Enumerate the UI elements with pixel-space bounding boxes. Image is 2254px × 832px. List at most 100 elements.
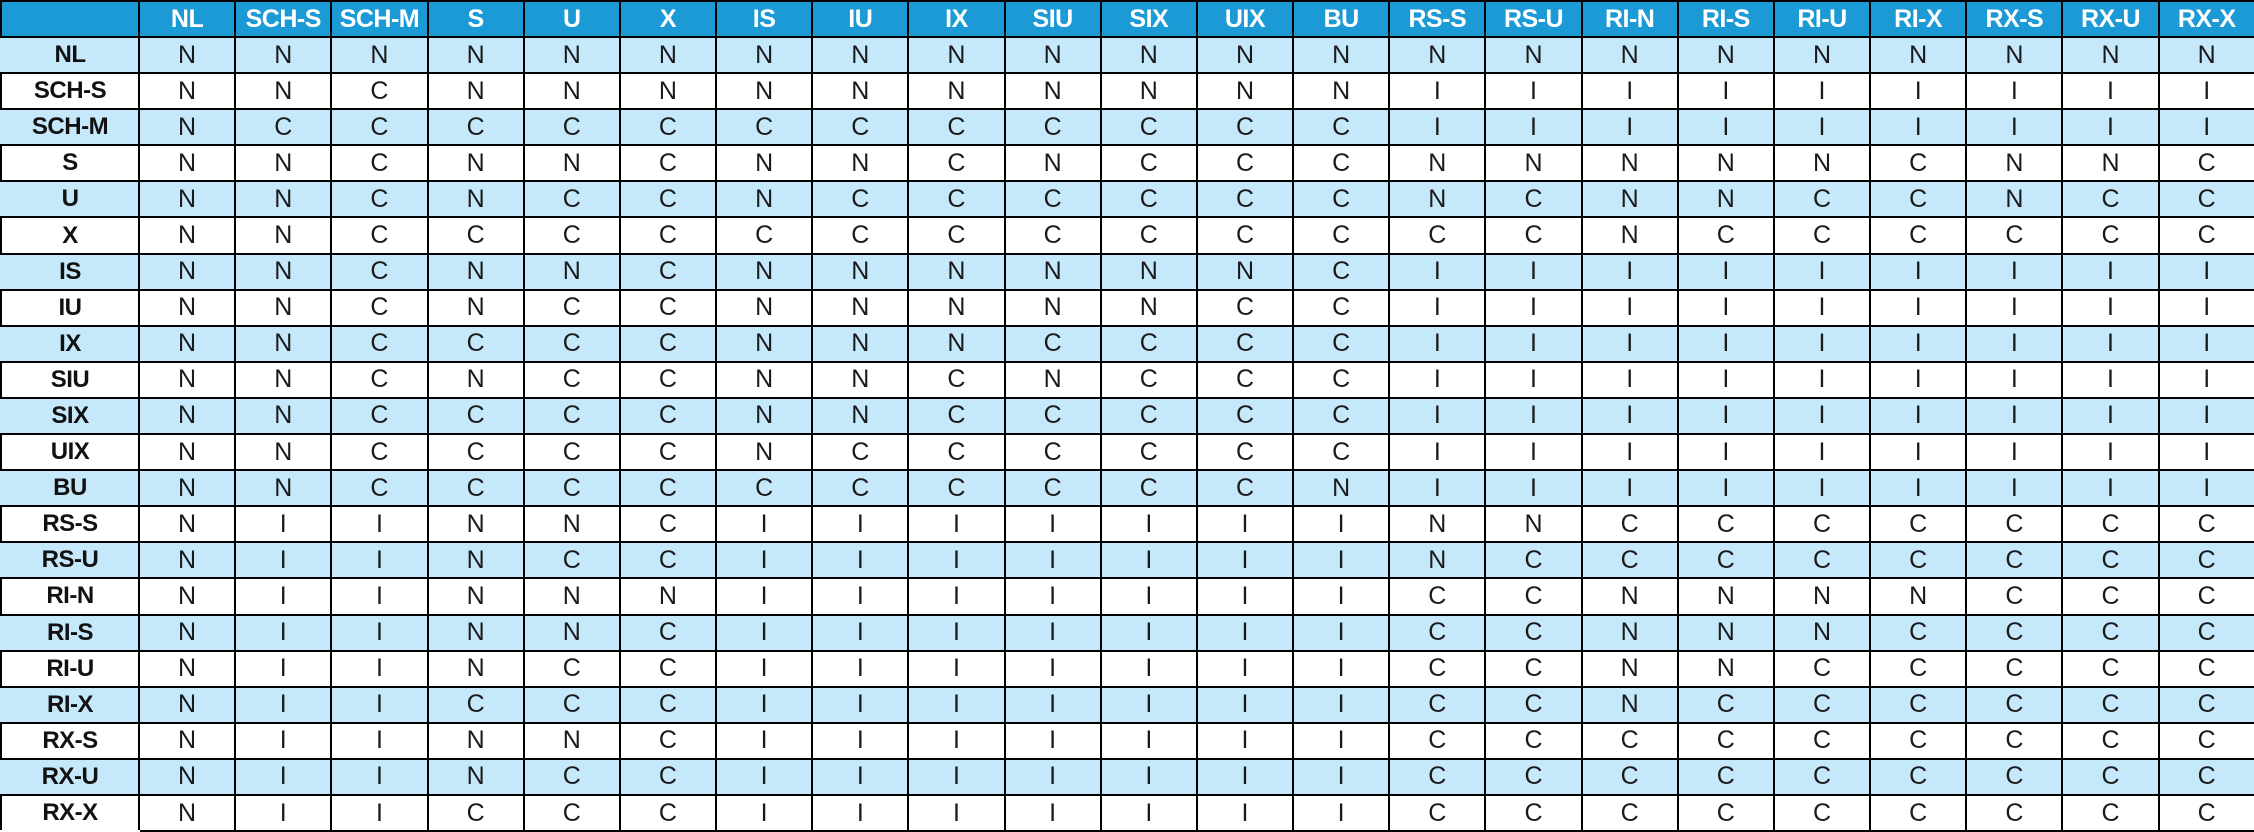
matrix-cell[interactable]: C <box>522 360 621 399</box>
row-header-ri-x[interactable]: RI-X <box>0 685 140 724</box>
matrix-cell[interactable]: I <box>1580 433 1679 472</box>
matrix-cell[interactable]: C <box>522 685 621 724</box>
matrix-cell[interactable]: N <box>1195 252 1295 291</box>
matrix-cell[interactable]: C <box>330 72 429 111</box>
matrix-cell[interactable]: N <box>715 72 814 111</box>
matrix-cell[interactable]: N <box>1580 649 1679 688</box>
matrix-cell[interactable]: C <box>1003 469 1102 508</box>
matrix-cell[interactable]: I <box>1484 360 1583 399</box>
row-header-rx-u[interactable]: RX-U <box>0 757 140 796</box>
matrix-cell[interactable]: I <box>2061 108 2160 147</box>
matrix-cell[interactable]: C <box>1676 757 1775 796</box>
row-header-u[interactable]: U <box>0 180 140 219</box>
matrix-cell[interactable]: I <box>1580 469 1679 508</box>
matrix-cell[interactable]: N <box>1676 577 1775 616</box>
matrix-cell[interactable]: I <box>715 685 814 724</box>
matrix-cell[interactable]: I <box>1580 288 1679 327</box>
column-header-ix[interactable]: IX <box>907 0 1006 38</box>
matrix-cell[interactable]: N <box>137 793 237 832</box>
matrix-cell[interactable]: N <box>1195 35 1295 75</box>
matrix-cell[interactable]: N <box>811 252 910 291</box>
column-header-rs-u[interactable]: RS-U <box>1484 0 1583 38</box>
matrix-cell[interactable]: I <box>715 793 814 832</box>
matrix-cell[interactable]: I <box>2061 72 2160 111</box>
matrix-cell[interactable]: C <box>330 288 429 327</box>
matrix-cell[interactable]: C <box>1869 541 1968 580</box>
matrix-cell[interactable]: N <box>426 72 525 111</box>
matrix-cell[interactable]: N <box>426 757 525 796</box>
matrix-cell[interactable]: I <box>1292 541 1391 580</box>
matrix-cell[interactable]: C <box>2157 613 2254 652</box>
matrix-cell[interactable]: I <box>1484 288 1583 327</box>
matrix-cell[interactable]: C <box>1484 613 1583 652</box>
matrix-cell[interactable]: C <box>1484 649 1583 688</box>
row-header-rx-x[interactable]: RX-X <box>0 793 140 832</box>
matrix-cell[interactable]: N <box>811 324 910 363</box>
matrix-cell[interactable]: C <box>715 469 814 508</box>
matrix-cell[interactable]: I <box>330 721 429 760</box>
matrix-cell[interactable]: C <box>1003 396 1102 436</box>
matrix-cell[interactable]: I <box>2061 288 2160 327</box>
matrix-cell[interactable]: I <box>1195 649 1295 688</box>
matrix-cell[interactable]: N <box>137 216 237 255</box>
column-header-six[interactable]: SIX <box>1099 0 1198 38</box>
matrix-cell[interactable]: C <box>426 685 525 724</box>
matrix-cell[interactable]: N <box>907 252 1006 291</box>
matrix-cell[interactable]: I <box>1580 396 1679 436</box>
matrix-cell[interactable]: N <box>426 252 525 291</box>
matrix-cell[interactable]: C <box>907 108 1006 147</box>
matrix-cell[interactable]: C <box>1965 541 2064 580</box>
matrix-cell[interactable]: I <box>1388 72 1487 111</box>
matrix-cell[interactable]: C <box>1195 108 1295 147</box>
matrix-cell[interactable]: N <box>618 577 718 616</box>
matrix-cell[interactable]: C <box>2157 144 2254 183</box>
matrix-cell[interactable]: I <box>2061 396 2160 436</box>
matrix-cell[interactable]: C <box>715 216 814 255</box>
matrix-cell[interactable]: N <box>1388 505 1487 544</box>
matrix-cell[interactable]: C <box>1869 216 1968 255</box>
matrix-cell[interactable]: C <box>1965 685 2064 724</box>
matrix-cell[interactable]: C <box>1099 360 1198 399</box>
matrix-cell[interactable]: C <box>618 685 718 724</box>
matrix-cell[interactable]: C <box>1772 180 1872 219</box>
matrix-cell[interactable]: N <box>1772 613 1872 652</box>
matrix-cell[interactable]: I <box>1003 793 1102 832</box>
matrix-cell[interactable]: I <box>907 613 1006 652</box>
matrix-cell[interactable]: I <box>330 757 429 796</box>
matrix-cell[interactable]: C <box>1388 757 1487 796</box>
matrix-cell[interactable]: I <box>1003 649 1102 688</box>
matrix-cell[interactable]: C <box>1484 577 1583 616</box>
matrix-cell[interactable]: N <box>907 35 1006 75</box>
matrix-cell[interactable]: C <box>1292 396 1391 436</box>
matrix-cell[interactable]: C <box>522 324 621 363</box>
matrix-cell[interactable]: I <box>1484 433 1583 472</box>
matrix-cell[interactable]: N <box>234 144 333 183</box>
matrix-cell[interactable]: C <box>234 108 333 147</box>
matrix-cell[interactable]: I <box>1484 252 1583 291</box>
matrix-cell[interactable]: C <box>1965 216 2064 255</box>
matrix-cell[interactable]: I <box>811 505 910 544</box>
matrix-cell[interactable]: I <box>1195 721 1295 760</box>
matrix-cell[interactable]: I <box>234 721 333 760</box>
matrix-cell[interactable]: C <box>426 324 525 363</box>
matrix-cell[interactable]: N <box>1580 685 1679 724</box>
matrix-cell[interactable]: C <box>522 396 621 436</box>
row-header-x[interactable]: X <box>0 216 140 255</box>
matrix-cell[interactable]: C <box>618 324 718 363</box>
matrix-cell[interactable]: I <box>234 505 333 544</box>
row-header-is[interactable]: IS <box>0 252 140 291</box>
matrix-cell[interactable]: C <box>1003 108 1102 147</box>
matrix-cell[interactable]: C <box>1292 288 1391 327</box>
matrix-cell[interactable]: C <box>1292 180 1391 219</box>
matrix-cell[interactable]: I <box>1869 252 1968 291</box>
matrix-cell[interactable]: C <box>330 396 429 436</box>
matrix-cell[interactable]: C <box>426 396 525 436</box>
matrix-cell[interactable]: C <box>2061 649 2160 688</box>
matrix-cell[interactable]: N <box>234 469 333 508</box>
matrix-cell[interactable]: I <box>1772 433 1872 472</box>
matrix-cell[interactable]: C <box>618 396 718 436</box>
matrix-cell[interactable]: I <box>811 541 910 580</box>
matrix-cell[interactable]: I <box>1676 288 1775 327</box>
matrix-cell[interactable]: I <box>1580 72 1679 111</box>
matrix-cell[interactable]: C <box>2157 757 2254 796</box>
